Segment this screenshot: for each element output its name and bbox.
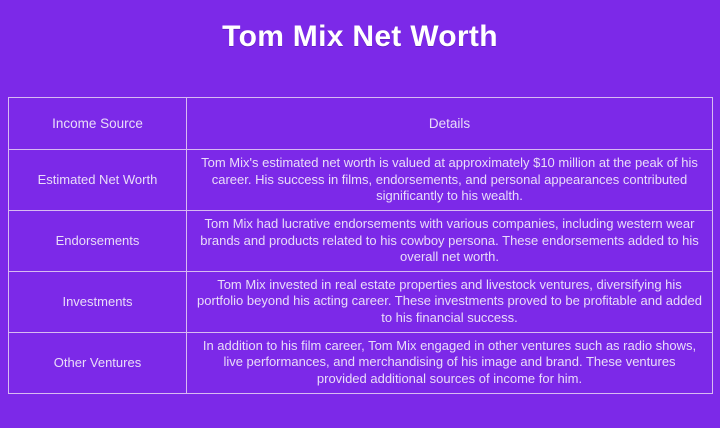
column-header-details: Details	[186, 97, 713, 150]
row-details-other-ventures: In addition to his film career, Tom Mix …	[186, 331, 713, 394]
table-row: Other Ventures In addition to his film c…	[8, 331, 713, 394]
table-header: Income Source Details	[8, 97, 713, 150]
table-row: Estimated Net Worth Tom Mix's estimated …	[8, 149, 713, 211]
row-label-estimated-net-worth: Estimated Net Worth	[8, 149, 187, 211]
net-worth-table: Income Source Details Estimated Net Wort…	[8, 97, 713, 394]
row-details-estimated-net-worth: Tom Mix's estimated net worth is valued …	[186, 149, 713, 211]
column-header-income-source: Income Source	[8, 97, 187, 150]
table-body: Estimated Net Worth Tom Mix's estimated …	[8, 149, 713, 394]
page-title: Tom Mix Net Worth	[222, 20, 498, 53]
row-details-investments: Tom Mix invested in real estate properti…	[186, 270, 713, 333]
row-label-endorsements: Endorsements	[8, 209, 187, 272]
net-worth-table-container: Income Source Details Estimated Net Wort…	[8, 97, 713, 394]
table-header-row: Income Source Details	[8, 97, 713, 150]
table-row: Endorsements Tom Mix had lucrative endor…	[8, 209, 713, 272]
table-row: Investments Tom Mix invested in real est…	[8, 270, 713, 333]
row-details-endorsements: Tom Mix had lucrative endorsements with …	[186, 209, 713, 272]
row-label-investments: Investments	[8, 270, 187, 333]
row-label-other-ventures: Other Ventures	[8, 331, 187, 394]
